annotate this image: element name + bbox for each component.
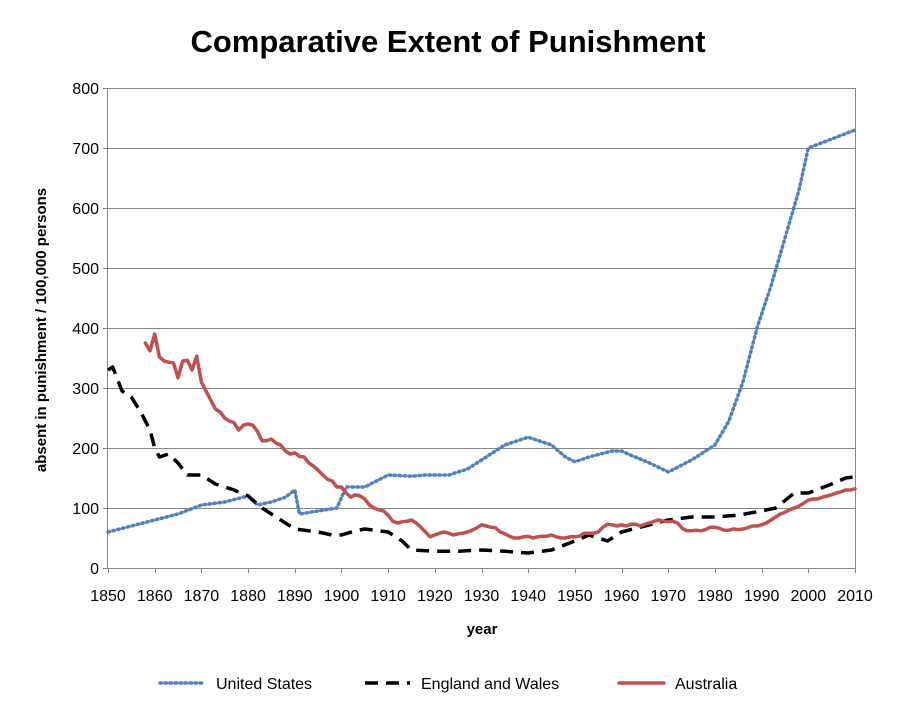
legend-label: England and Wales xyxy=(421,676,559,693)
legend-label: United States xyxy=(216,676,312,693)
y-tick-label: 600 xyxy=(72,201,99,218)
y-tick-label: 200 xyxy=(72,441,99,458)
x-axis-label: year xyxy=(467,621,498,638)
x-tick-label: 1900 xyxy=(324,588,360,605)
legend: United States England and Wales Australia xyxy=(158,676,737,693)
x-tick-label: 1950 xyxy=(557,588,593,605)
x-tick-label: 1850 xyxy=(90,588,126,605)
y-tick-label: 800 xyxy=(72,81,99,98)
x-tick-label: 1920 xyxy=(417,588,453,605)
y-tick-label: 100 xyxy=(72,501,99,518)
x-tick-label: 1940 xyxy=(510,588,546,605)
y-tick-label: 500 xyxy=(72,261,99,278)
x-tick-label: 2010 xyxy=(837,588,873,605)
legend-label: Australia xyxy=(675,676,737,693)
chart-title: Comparative Extent of Punishment xyxy=(190,24,705,59)
y-tick-label: 400 xyxy=(72,321,99,338)
series-line-0 xyxy=(106,128,857,534)
x-tick-label: 1990 xyxy=(744,588,780,605)
series-line-2 xyxy=(143,332,857,540)
series-line-1 xyxy=(107,365,856,555)
x-tick-label: 1970 xyxy=(650,588,686,605)
y-axis-label: absent in punishment / 100,000 persons xyxy=(33,188,50,472)
x-tick-label: 1860 xyxy=(137,588,173,605)
x-axis: 1850 1860 1870 1880 1890 1900 1910 1920 1930 1940… xyxy=(90,568,873,605)
x-tick-label: 1930 xyxy=(464,588,500,605)
x-tick-label: 1910 xyxy=(370,588,406,605)
y-axis: 0 100 200 300 400 500 600 700 800 xyxy=(72,81,108,578)
x-tick-label: 1890 xyxy=(277,588,313,605)
grid xyxy=(108,148,855,509)
x-tick-label: 1870 xyxy=(184,588,220,605)
series-group xyxy=(106,128,857,555)
y-tick-label: 300 xyxy=(72,381,99,398)
y-tick-label: 0 xyxy=(90,561,99,578)
x-tick-label: 1980 xyxy=(697,588,733,605)
x-tick-label: 1880 xyxy=(230,588,266,605)
y-tick-label: 700 xyxy=(72,141,99,158)
x-tick-label: 1960 xyxy=(604,588,640,605)
x-tick-label: 2000 xyxy=(791,588,827,605)
